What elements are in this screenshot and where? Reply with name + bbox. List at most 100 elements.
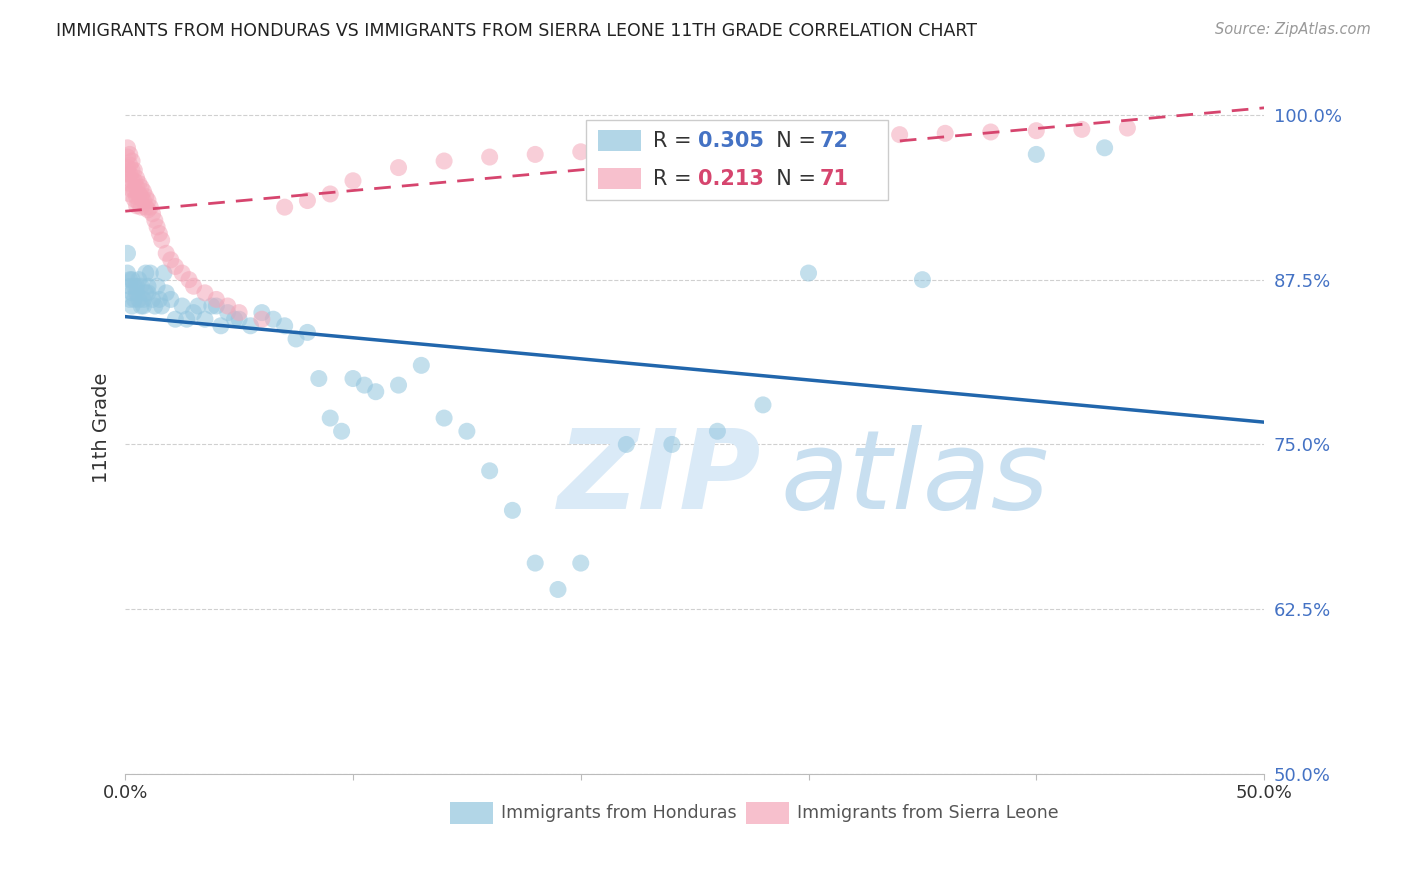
Point xyxy=(117,266,139,280)
Point xyxy=(934,126,956,140)
Point xyxy=(150,299,173,313)
Point xyxy=(124,293,146,307)
Point xyxy=(224,312,246,326)
Point xyxy=(136,279,159,293)
Point xyxy=(201,299,224,313)
Point xyxy=(118,167,141,181)
FancyBboxPatch shape xyxy=(586,120,889,200)
Point xyxy=(125,279,148,293)
Point xyxy=(177,273,200,287)
Text: R =: R = xyxy=(652,169,697,189)
Point xyxy=(297,194,319,208)
Point xyxy=(132,184,155,198)
Point xyxy=(118,147,141,161)
Point xyxy=(129,279,152,293)
Point xyxy=(797,131,820,145)
Point xyxy=(319,186,342,201)
Point xyxy=(118,177,141,191)
Point xyxy=(250,312,273,326)
Point xyxy=(433,411,456,425)
Point xyxy=(118,293,141,307)
Point xyxy=(209,318,232,333)
Text: R =: R = xyxy=(652,131,697,151)
Point xyxy=(146,219,169,234)
FancyBboxPatch shape xyxy=(450,802,494,824)
Point xyxy=(194,312,217,326)
Point xyxy=(239,318,262,333)
Point xyxy=(547,582,569,597)
Point xyxy=(124,174,146,188)
Point xyxy=(706,424,728,438)
Point xyxy=(128,273,150,287)
Point xyxy=(165,260,187,274)
Point xyxy=(121,183,143,197)
Point xyxy=(308,371,330,385)
Point xyxy=(319,411,342,425)
Point xyxy=(118,279,141,293)
Point xyxy=(128,186,150,201)
Point xyxy=(614,141,637,155)
Point xyxy=(353,378,375,392)
Point xyxy=(387,378,409,392)
Point xyxy=(124,279,146,293)
Point xyxy=(132,299,155,313)
Point xyxy=(250,305,273,319)
Point xyxy=(183,305,205,319)
Point xyxy=(1025,147,1047,161)
Point xyxy=(661,437,683,451)
Point xyxy=(132,293,155,307)
Point xyxy=(128,177,150,191)
Point xyxy=(117,161,139,175)
Point xyxy=(614,437,637,451)
Point xyxy=(273,200,295,214)
Point xyxy=(752,134,775,148)
Point xyxy=(228,312,250,326)
Point xyxy=(117,141,139,155)
Point xyxy=(194,285,217,300)
Point xyxy=(569,556,592,570)
Y-axis label: 11th Grade: 11th Grade xyxy=(93,373,111,483)
Point xyxy=(125,189,148,203)
Point xyxy=(129,189,152,203)
Point xyxy=(135,285,157,300)
Point xyxy=(121,153,143,168)
Point xyxy=(797,266,820,280)
Point xyxy=(118,158,141,172)
Text: 72: 72 xyxy=(820,131,849,151)
Point xyxy=(136,194,159,208)
Point xyxy=(217,305,239,319)
Point xyxy=(124,183,146,197)
Point xyxy=(142,207,165,221)
Point xyxy=(387,161,409,175)
Point xyxy=(118,273,141,287)
Point xyxy=(187,299,209,313)
Point xyxy=(176,312,198,326)
Point xyxy=(661,141,683,155)
Text: ZIP: ZIP xyxy=(558,425,762,532)
Point xyxy=(148,227,170,241)
Point xyxy=(139,200,162,214)
Point xyxy=(228,305,250,319)
Point xyxy=(121,174,143,188)
Point xyxy=(125,171,148,186)
Point xyxy=(129,299,152,313)
Point xyxy=(153,266,176,280)
Point xyxy=(433,153,456,168)
Point xyxy=(155,246,177,260)
Point xyxy=(842,130,865,145)
Point xyxy=(364,384,387,399)
Point xyxy=(117,150,139,164)
Point xyxy=(139,266,162,280)
Point xyxy=(342,174,364,188)
Point xyxy=(124,163,146,178)
Point xyxy=(706,136,728,151)
Text: N =: N = xyxy=(763,131,823,151)
Point xyxy=(148,293,170,307)
Point xyxy=(136,202,159,217)
Point xyxy=(165,312,187,326)
Point xyxy=(172,266,194,280)
Point xyxy=(478,464,501,478)
Point xyxy=(1116,121,1139,136)
Point xyxy=(129,180,152,194)
Point xyxy=(135,266,157,280)
